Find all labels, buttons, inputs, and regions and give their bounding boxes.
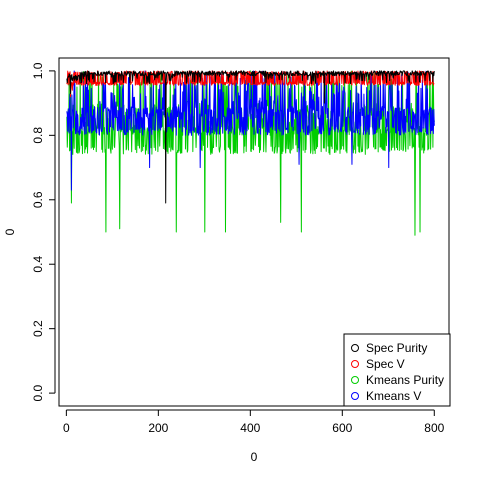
x-axis-title: 0 bbox=[251, 450, 258, 464]
y-tick-label: 0.6 bbox=[31, 191, 45, 208]
legend-label: Kmeans Purity bbox=[366, 373, 444, 387]
x-tick-label: 800 bbox=[424, 421, 444, 435]
legend-label: Spec Purity bbox=[366, 341, 427, 355]
x-tick-label: 400 bbox=[240, 421, 260, 435]
y-tick-label: 0.2 bbox=[31, 320, 45, 337]
legend: Spec Purity Spec V Kmeans Purity Kmeans V bbox=[344, 334, 450, 406]
legend-label: Spec V bbox=[366, 357, 405, 371]
y-axis-title: 0 bbox=[3, 228, 17, 235]
y-tick-label: 0.8 bbox=[31, 127, 45, 144]
y-tick-label: 0.4 bbox=[31, 256, 45, 273]
y-tick-label: 1.0 bbox=[31, 62, 45, 79]
legend-label: Kmeans V bbox=[366, 389, 421, 403]
x-tick-label: 200 bbox=[148, 421, 168, 435]
x-tick-label: 600 bbox=[332, 421, 352, 435]
y-tick-label: 0.0 bbox=[31, 384, 45, 401]
x-tick-label: 0 bbox=[63, 421, 70, 435]
